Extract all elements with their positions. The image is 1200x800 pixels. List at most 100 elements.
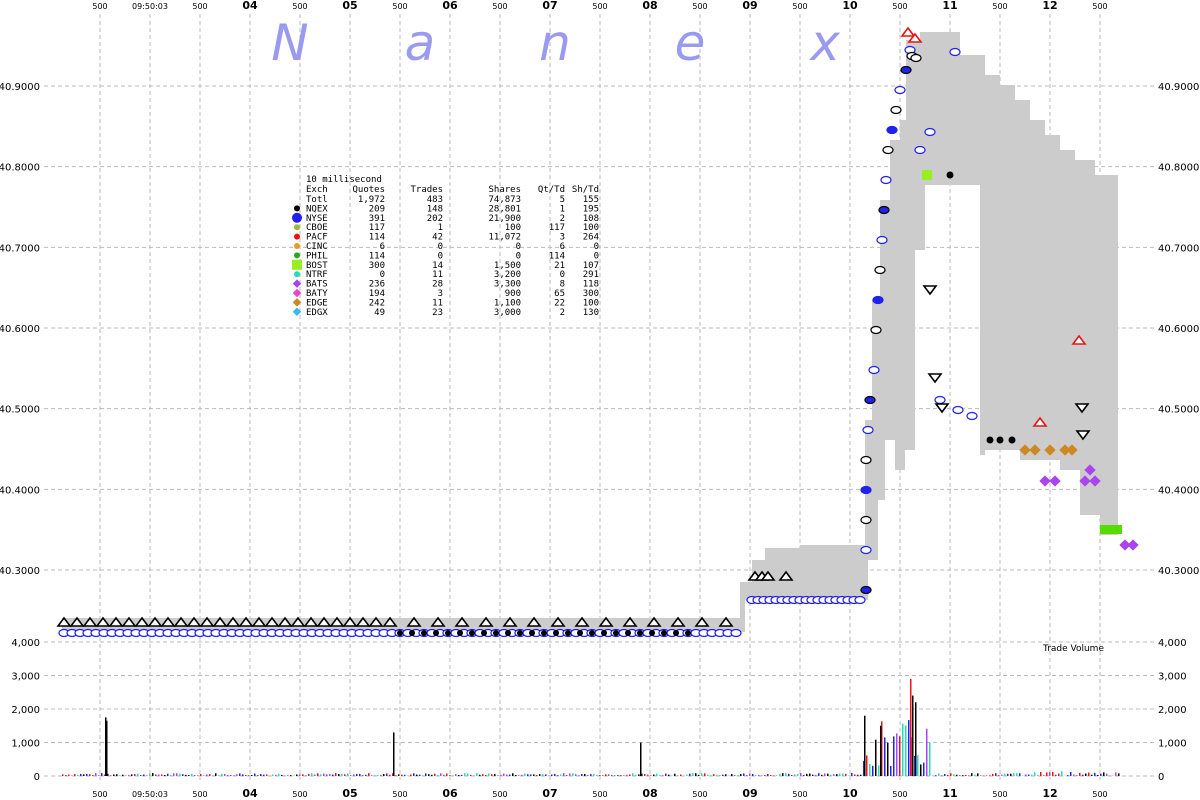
bid-quote-marker <box>934 403 950 414</box>
volume-bar <box>872 765 874 776</box>
x-tick-label-top: 500 <box>92 2 107 11</box>
volume-bar <box>104 774 106 776</box>
volume-bar <box>560 774 562 776</box>
volume-spike-bar <box>910 678 912 776</box>
legend-cell: 0 <box>438 251 443 261</box>
legend-cell: 300 <box>369 261 385 271</box>
volume-bar <box>473 775 475 776</box>
x-tick-label-bottom: 500 <box>592 790 607 799</box>
legend-cell: 23 <box>432 308 443 318</box>
volume-bar <box>707 774 709 776</box>
x-tick-label-bottom: 500 <box>92 790 107 799</box>
trade-marker <box>541 630 547 636</box>
legend-cell: BATS <box>306 280 328 290</box>
legend-cell: EDGX <box>306 308 328 318</box>
volume-bar <box>656 773 658 776</box>
volume-bar <box>974 774 976 776</box>
bid-quote-marker <box>760 570 776 581</box>
legend-cell: 2 <box>560 308 565 318</box>
volume-bar <box>80 773 82 776</box>
bid-quote-marker <box>670 616 686 627</box>
volume-bar <box>947 774 949 776</box>
x-tick-label-top: 500 <box>592 2 607 11</box>
volume-bar <box>908 720 910 776</box>
volume-spike-bar <box>864 715 866 776</box>
volume-label: Trade Volume <box>1042 644 1104 654</box>
volume-bar <box>1016 773 1018 776</box>
legend-cell: 49 <box>374 308 385 318</box>
x-tick-label-bottom: 500 <box>892 790 907 799</box>
quote-marker <box>874 265 886 275</box>
volume-bar <box>542 774 544 776</box>
volume-bar <box>125 775 127 776</box>
legend-cell: 28,801 <box>488 204 521 214</box>
volume-bar <box>746 775 748 776</box>
volume-bar <box>365 774 367 776</box>
volume-bar <box>155 774 157 776</box>
volume-bar <box>317 773 319 776</box>
bid-quote-marker <box>927 373 943 384</box>
price-tick-label-right: 40.7000 <box>1158 243 1199 254</box>
bid-quote-marker <box>264 616 280 627</box>
volume-bar <box>665 773 667 776</box>
legend-cell: 100 <box>583 298 599 308</box>
volume-tick-label-right: 0 <box>1158 772 1164 783</box>
volume-bar <box>854 774 856 776</box>
volume-bar <box>419 774 421 776</box>
volume-bar <box>821 774 823 776</box>
volume-bar <box>1100 773 1102 776</box>
volume-bar <box>1013 773 1015 776</box>
volume-bar <box>557 775 559 776</box>
volume-bar <box>674 773 676 776</box>
x-tick-label-bottom: 08 <box>642 787 657 800</box>
legend-cell: 11,072 <box>488 233 521 243</box>
volume-bar <box>572 773 574 776</box>
legend-cell: Totl <box>306 195 328 205</box>
volume-bar <box>248 775 250 776</box>
legend-cell: 42 <box>432 233 443 243</box>
volume-bar <box>194 774 196 776</box>
legend-cell: 155 <box>583 195 599 205</box>
x-tick-label-bottom: 09 <box>742 787 757 800</box>
quote-marker <box>870 325 882 335</box>
volume-bar <box>680 774 682 776</box>
trade-marker <box>553 630 559 636</box>
bid-quote-marker <box>922 285 938 296</box>
volume-bar <box>152 773 154 776</box>
bid-quote-marker <box>316 616 332 627</box>
volume-bar <box>896 733 898 776</box>
volume-bar <box>443 774 445 776</box>
x-tick-label-bottom: 500 <box>692 790 707 799</box>
volume-bar <box>116 774 118 776</box>
volume-bar <box>356 773 358 776</box>
volume-bar <box>332 774 334 776</box>
volume-bar <box>101 773 103 776</box>
legend-header: Sh/Td <box>572 185 599 195</box>
volume-bar <box>515 775 517 776</box>
volume-bar <box>563 773 565 776</box>
trade-marker <box>529 630 535 636</box>
ask-quote-marker <box>914 145 926 155</box>
volume-bar <box>659 775 661 776</box>
legend-swatch <box>292 298 302 307</box>
volume-bar <box>338 773 340 776</box>
volume-bar <box>632 773 634 776</box>
x-tick-label-bottom: 500 <box>492 790 507 799</box>
legend-cell: 117 <box>369 223 385 233</box>
price-tick-label-left: 40.6000 <box>0 324 40 335</box>
volume-bar <box>506 774 508 776</box>
volume-bar <box>1085 773 1087 776</box>
trade-marker <box>1008 436 1016 444</box>
volume-bar <box>509 774 511 776</box>
legend-swatch <box>292 259 302 270</box>
quote-marker <box>862 425 874 435</box>
bid-quote-marker <box>1075 430 1091 441</box>
bid-quote-marker <box>718 616 734 627</box>
x-tick-label-bottom: 04 <box>242 787 258 800</box>
volume-bar <box>1103 772 1105 776</box>
volume-spike-bar <box>393 732 395 776</box>
quote-marker <box>876 235 888 245</box>
volume-bar <box>962 775 964 776</box>
x-tick-label-top: 500 <box>792 2 807 11</box>
legend-cell: 11 <box>432 270 443 280</box>
